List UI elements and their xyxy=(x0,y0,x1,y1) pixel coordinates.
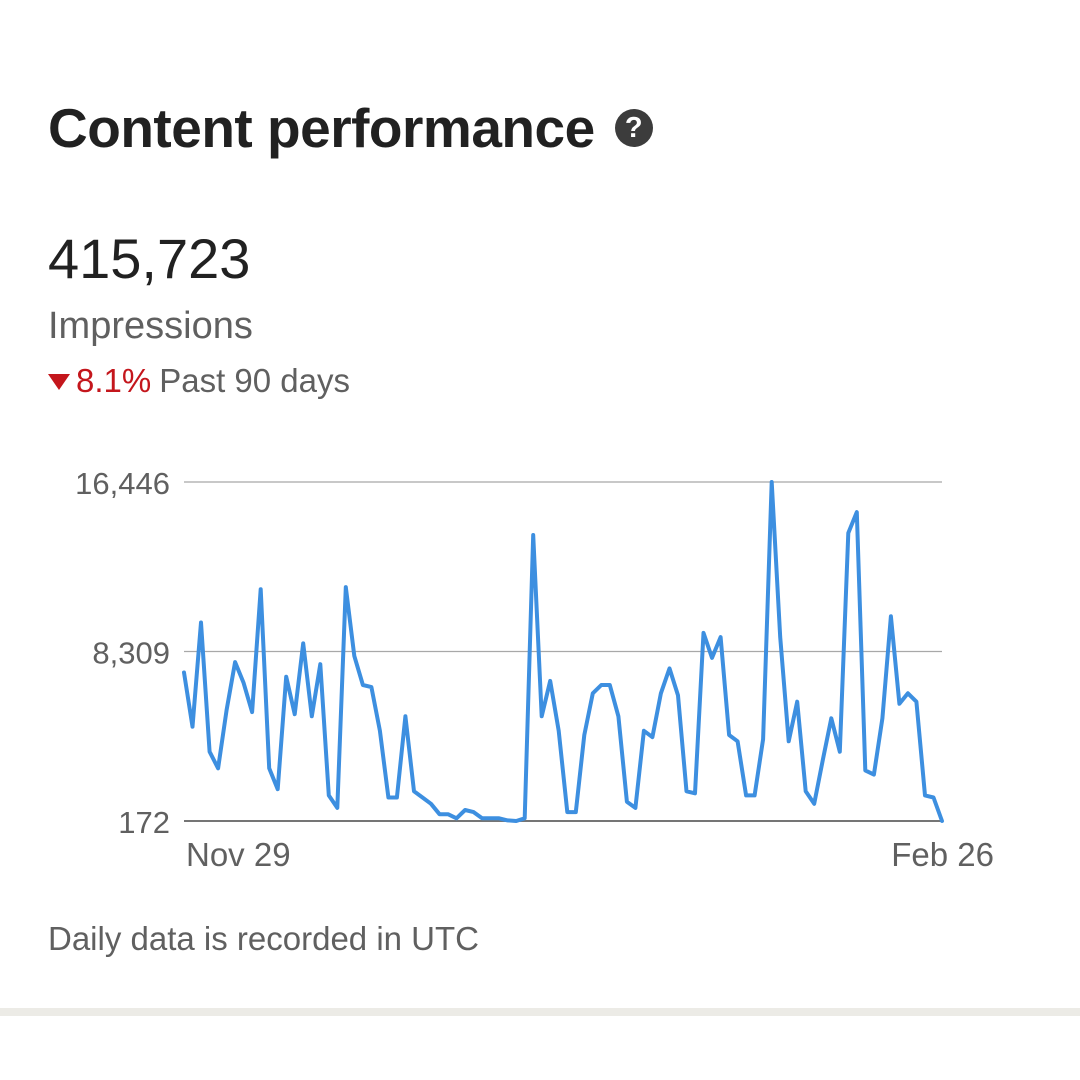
metric-label: Impressions xyxy=(48,305,253,347)
x-tick-label: Feb 26 xyxy=(891,836,994,873)
page-title: Content performance xyxy=(48,97,595,159)
change-percent: 8.1% xyxy=(76,362,152,399)
help-icon[interactable]: ? xyxy=(614,109,653,147)
x-tick-label: Nov 29 xyxy=(186,836,291,873)
impressions-total: 415,723 xyxy=(48,227,251,290)
impressions-series-line xyxy=(182,480,944,823)
triangle-down-icon xyxy=(48,374,70,390)
impressions-line-chart[interactable]: 16,446 8,309 172 Nov 29 Feb 26 xyxy=(0,450,1080,880)
change-row: 8.1% Past 90 days xyxy=(48,362,350,400)
section-divider xyxy=(0,1008,1080,1016)
y-tick-label: 16,446 xyxy=(75,466,170,501)
period-label: Past 90 days xyxy=(159,362,350,399)
y-tick-label: 8,309 xyxy=(92,636,170,671)
title-row: Content performance ? xyxy=(48,96,653,160)
footnote: Daily data is recorded in UTC xyxy=(48,920,479,957)
y-tick-label: 172 xyxy=(118,805,170,840)
